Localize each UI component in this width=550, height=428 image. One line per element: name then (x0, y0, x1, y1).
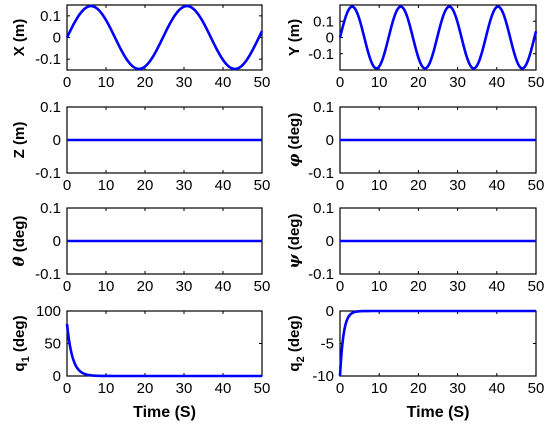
x-tick-label: 10 (98, 278, 115, 295)
x-tick-label: 30 (449, 278, 466, 295)
y-tick-label: 0 (326, 30, 334, 47)
x-tick-label: 0 (336, 177, 344, 194)
y-axis-label: X (m) (11, 19, 28, 57)
x-tick-label: 50 (528, 74, 545, 91)
y-tick-label: -0.1 (35, 266, 61, 283)
x-tick-label: 20 (137, 380, 154, 397)
x-tick-label: 40 (215, 177, 232, 194)
panel-theta: 0 10 20 30 40 500.10-0.1θ (deg) (10, 200, 270, 295)
x-tick-label: 40 (488, 278, 505, 295)
panel-X: 0 10 20 30 40 500.10-0.1X (m) (11, 4, 271, 91)
y-tick-label: -0.1 (308, 266, 334, 283)
plot-frame (66, 310, 263, 377)
x-tick-label: 0 (336, 380, 344, 397)
y-tick-label: -0.1 (35, 51, 61, 68)
x-tick-label: 30 (449, 380, 466, 397)
plot-frame (66, 4, 263, 71)
x-tick-label: 40 (488, 380, 505, 397)
panel-q1: 0 10 20 30 40 50 100 50 0 q1 (deg) Time (S) (11, 303, 270, 421)
x-tick-label: 20 (137, 278, 154, 295)
x-tick-label: 40 (215, 278, 232, 295)
x-tick-label: 0 (336, 74, 344, 91)
x-tick-label: 0 (63, 74, 71, 91)
panel-Y: 0 10 20 30 40 500.10-0.1Y (m) (286, 4, 545, 91)
series-line-Y (338, 5, 538, 70)
x-tick-label: 30 (449, 177, 466, 194)
x-tick-label: 20 (137, 74, 154, 91)
x-tick-label: 50 (254, 177, 271, 194)
x-tick-label: 10 (371, 74, 388, 91)
x-tick-label: 40 (488, 177, 505, 194)
y-tick-label: 0 (326, 132, 334, 149)
plot-frame (339, 310, 537, 377)
x-tick-label: 50 (528, 278, 545, 295)
x-tick-label: 10 (98, 74, 115, 91)
panel-phi: 0 10 20 30 40 500.10-0.1φ (deg) (285, 99, 544, 194)
x-tick-label: 40 (215, 380, 232, 397)
x-tick-label: 20 (410, 177, 427, 194)
panel-q2: 0 10 20 30 40 50 0 -5 -10 q2 (deg) Time (S) (286, 303, 544, 421)
y-tick-label: 0 (326, 303, 334, 320)
y-tick-label: 0.1 (40, 8, 61, 25)
x-tick-label: 50 (254, 278, 271, 295)
y-tick-label: 0 (53, 368, 61, 385)
y-axis-label: Y (m) (286, 19, 303, 56)
y-tick-label: 0 (326, 233, 334, 250)
y-tick-label: 50 (44, 336, 61, 353)
x-tick-label: 50 (528, 177, 545, 194)
x-tick-label: 10 (98, 177, 115, 194)
y-tick-label: 0.1 (40, 200, 61, 217)
x-tick-label: 20 (410, 74, 427, 91)
y-tick-label: -0.1 (308, 165, 334, 182)
x-tick-label: 0 (336, 278, 344, 295)
y-axis-label: θ (deg) (10, 216, 28, 267)
y-tick-label: -10 (312, 368, 334, 385)
x-tick-label: 10 (371, 380, 388, 397)
panel-Z: 0 10 20 30 40 500.10-0.1Z (m) (11, 99, 270, 194)
y-axis-label: ψ (deg) (285, 214, 303, 269)
x-tick-label: 30 (176, 278, 193, 295)
y-tick-label: 0.1 (313, 13, 334, 30)
y-tick-label: 100 (36, 303, 61, 320)
x-tick-label: 0 (63, 278, 71, 295)
x-tick-label: 0 (63, 177, 71, 194)
x-tick-label: 40 (215, 74, 232, 91)
y-tick-label: 0.1 (313, 99, 334, 116)
x-tick-label: 20 (410, 278, 427, 295)
panel-psi: 0 10 20 30 40 500.10-0.1ψ (deg) (285, 200, 544, 295)
x-axis-label: Time (S) (133, 404, 196, 421)
x-tick-label: 30 (176, 177, 193, 194)
y-axis-label: φ (deg) (285, 113, 303, 167)
x-tick-label: 10 (98, 380, 115, 397)
x-tick-label: 50 (528, 380, 545, 397)
x-tick-label: 30 (449, 74, 466, 91)
y-tick-label: -5 (321, 336, 334, 353)
x-tick-label: 50 (254, 380, 271, 397)
x-tick-label: 20 (137, 177, 154, 194)
x-tick-label: 10 (371, 177, 388, 194)
y-axis-label: q2 (deg) (286, 315, 307, 371)
series-line-X (65, 4, 264, 71)
y-tick-label: -0.1 (308, 46, 334, 63)
y-tick-label: 0.1 (313, 200, 334, 217)
x-tick-label: 20 (410, 380, 427, 397)
x-tick-label: 10 (371, 278, 388, 295)
y-tick-label: 0 (53, 30, 61, 47)
y-tick-label: 0 (53, 233, 61, 250)
x-axis-label: Time (S) (407, 404, 470, 421)
x-tick-label: 30 (176, 380, 193, 397)
x-tick-label: 50 (254, 74, 271, 91)
series-line-q1 (65, 323, 263, 378)
y-tick-label: 0 (53, 132, 61, 149)
x-tick-label: 30 (176, 74, 193, 91)
y-tick-label: -0.1 (35, 165, 61, 182)
x-tick-label: 0 (63, 380, 71, 397)
y-axis-label: q1 (deg) (11, 315, 32, 371)
y-tick-label: 0.1 (40, 99, 61, 116)
x-tick-label: 40 (488, 74, 505, 91)
y-axis-label: Z (m) (11, 122, 28, 159)
series-line-q2 (338, 309, 537, 377)
